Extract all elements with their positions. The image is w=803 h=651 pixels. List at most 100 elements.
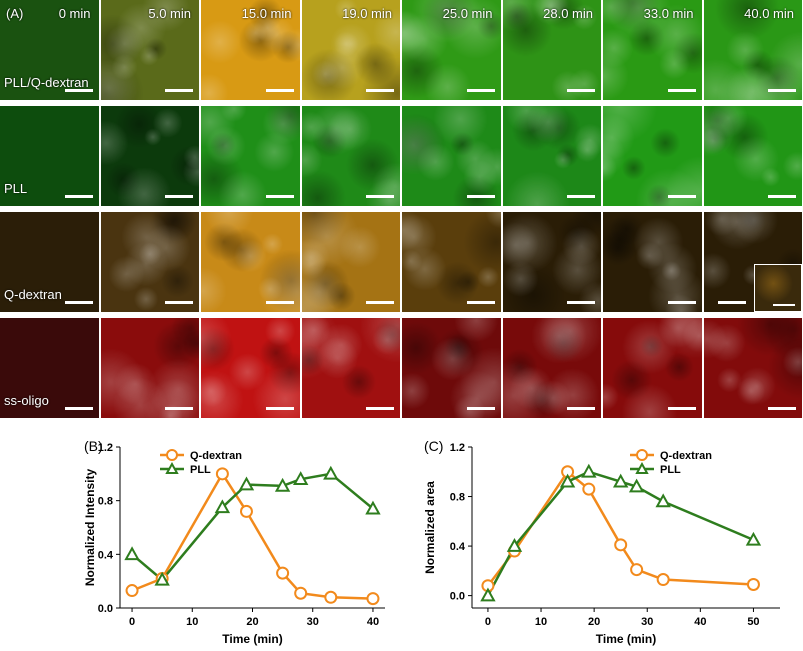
scale-bar bbox=[567, 301, 595, 304]
time-label: 0 min bbox=[58, 6, 91, 21]
data-point bbox=[276, 566, 290, 580]
micrograph-tile: 19.0 min bbox=[301, 0, 400, 100]
scale-bar bbox=[567, 89, 595, 92]
micrograph-tile: 40.0 min bbox=[703, 0, 802, 100]
data-point bbox=[124, 546, 140, 561]
micrograph-tile bbox=[502, 318, 601, 418]
micrograph-tile bbox=[100, 318, 199, 418]
time-label: 33.0 min bbox=[643, 6, 694, 21]
scale-bar bbox=[667, 195, 696, 198]
y-axis-label: Normalized area bbox=[423, 481, 437, 574]
data-point bbox=[480, 587, 496, 602]
time-label: 25.0 min bbox=[442, 6, 493, 21]
x-tick-label: 10 bbox=[186, 616, 198, 628]
micrograph-tile bbox=[703, 318, 802, 418]
x-tick-label: 30 bbox=[307, 616, 319, 628]
scale-bar bbox=[667, 301, 696, 304]
micrograph-tile: 25.0 min bbox=[402, 0, 501, 100]
data-point bbox=[323, 465, 339, 480]
microscopy-image-grid: (A) 0 min PLL/Q-dextran 5.0 min 15.0 min 19.0… bbox=[0, 0, 803, 418]
x-axis-label: Time (min) bbox=[596, 632, 656, 646]
micrograph-tile bbox=[301, 212, 400, 312]
x-axis-label: Time (min) bbox=[222, 632, 282, 646]
y-tick-label: 0.0 bbox=[450, 591, 465, 603]
data-point bbox=[581, 463, 597, 478]
scale-bar bbox=[64, 301, 93, 304]
legend-label: Q-dextran bbox=[660, 450, 712, 462]
data-point bbox=[239, 504, 253, 518]
x-tick-label: 10 bbox=[535, 616, 547, 628]
data-point bbox=[628, 478, 645, 493]
scale-bar bbox=[768, 89, 796, 92]
micrograph-tile: 15.0 min bbox=[201, 0, 300, 100]
data-point bbox=[366, 592, 380, 606]
legend-marker bbox=[166, 449, 178, 461]
scale-bar bbox=[366, 89, 394, 92]
legend-label: PLL bbox=[660, 464, 681, 476]
scale-bar bbox=[64, 407, 93, 410]
data-point bbox=[612, 473, 629, 488]
image-row: (A) 0 min PLL/Q-dextran 5.0 min 15.0 min 19.0… bbox=[0, 0, 803, 100]
data-point bbox=[238, 476, 255, 491]
scale-bar bbox=[768, 407, 796, 410]
data-point bbox=[746, 577, 760, 591]
micrograph-tile bbox=[502, 106, 601, 206]
legend-marker bbox=[165, 461, 179, 474]
image-row: PLL bbox=[0, 106, 803, 206]
inset-scale-bar bbox=[773, 304, 795, 306]
micrograph-tile bbox=[402, 318, 501, 418]
scale-bar bbox=[718, 301, 746, 304]
panel-letter: (B) bbox=[84, 438, 103, 454]
scale-bar bbox=[567, 407, 595, 410]
scale-bar bbox=[165, 301, 193, 304]
micrograph-tile bbox=[201, 318, 300, 418]
data-point bbox=[274, 477, 291, 492]
scale-bar bbox=[567, 195, 595, 198]
chart-c: (C) 0 10 20 30 40 50 0.0 0.4 0.8 1.2 Time (min) Norm… bbox=[423, 438, 780, 646]
y-tick-label: 1.2 bbox=[450, 442, 465, 454]
legend: Q-dextran PLL bbox=[630, 449, 712, 476]
data-point bbox=[292, 471, 309, 485]
micrograph-tile: (A) 0 min PLL/Q-dextran bbox=[0, 0, 99, 100]
micrograph-tile: ss-oligo bbox=[0, 318, 99, 418]
y-tick-label: 0.8 bbox=[98, 496, 113, 508]
y-tick-label: 0.4 bbox=[98, 549, 114, 561]
micrograph-tile bbox=[402, 212, 501, 312]
data-point bbox=[559, 473, 576, 488]
scale-bar bbox=[366, 195, 394, 198]
y-axis-label: Normalized Intensity bbox=[83, 468, 97, 586]
x-tick-label: 40 bbox=[694, 616, 706, 628]
time-label: 40.0 min bbox=[744, 6, 794, 21]
image-row: Q-dextran bbox=[0, 212, 803, 312]
data-point bbox=[365, 500, 381, 515]
x-tick-label: 20 bbox=[588, 616, 600, 628]
x-tick-label: 20 bbox=[246, 616, 258, 628]
y-tick-label: 1.2 bbox=[98, 442, 113, 454]
micrograph-tile bbox=[100, 106, 199, 206]
row-label: PLL/Q-dextran bbox=[4, 75, 89, 90]
micrograph-tile bbox=[201, 212, 300, 312]
legend-marker bbox=[636, 449, 648, 461]
scale-bar bbox=[366, 407, 394, 410]
row-label: PLL bbox=[4, 181, 28, 196]
x-tick-label: 50 bbox=[747, 616, 759, 628]
legend-label: PLL bbox=[190, 464, 211, 476]
series-line bbox=[131, 472, 374, 582]
time-label: 15.0 min bbox=[241, 6, 292, 21]
x-tick-label: 30 bbox=[641, 616, 653, 628]
scale-bar bbox=[466, 407, 495, 410]
data-point bbox=[655, 493, 671, 508]
micrograph-tile bbox=[603, 212, 702, 312]
micrograph-tile bbox=[603, 106, 702, 206]
micrograph-tile bbox=[301, 106, 400, 206]
scale-bar bbox=[165, 195, 193, 198]
micrograph-tile bbox=[100, 212, 199, 312]
data-point bbox=[125, 584, 139, 598]
micrograph-tile: Q-dextran bbox=[0, 212, 99, 312]
scale-bar bbox=[466, 301, 495, 304]
micrograph-tile bbox=[703, 212, 802, 312]
scale-bar bbox=[265, 195, 294, 198]
micrograph-tile bbox=[603, 318, 702, 418]
scale-bar bbox=[165, 89, 193, 92]
y-tick-label: 0.0 bbox=[98, 603, 113, 615]
